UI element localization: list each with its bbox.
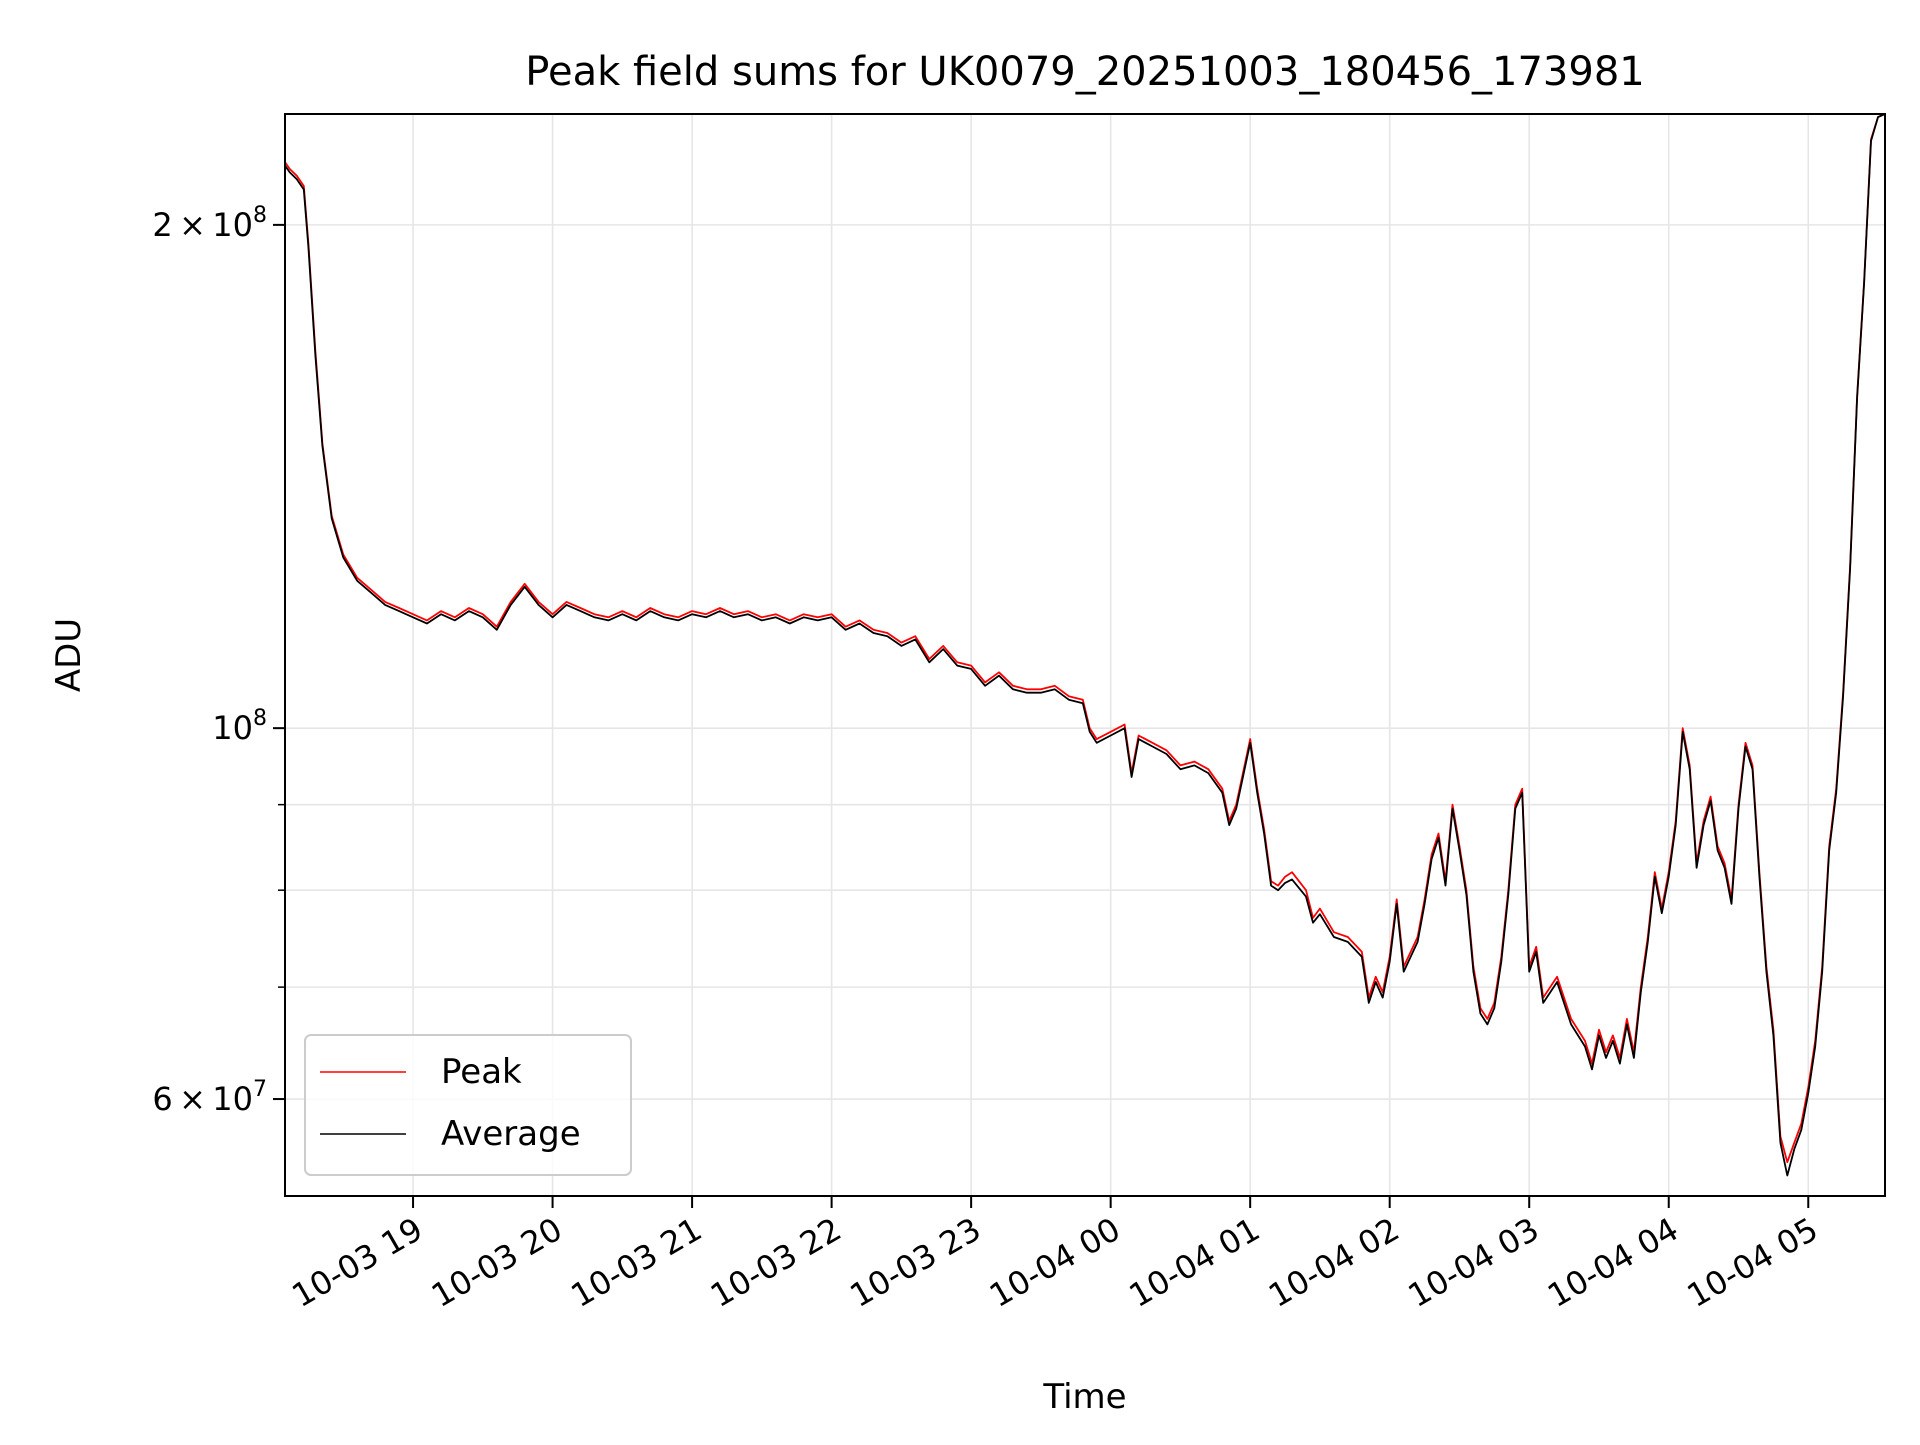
legend-label-peak: Peak: [441, 1052, 522, 1092]
grid-lines: [285, 114, 1885, 1196]
y-axis-title: ADU: [49, 618, 89, 692]
x-axis-title: Time: [1042, 1377, 1126, 1417]
legend-label-average: Average: [441, 1114, 581, 1154]
y-tick-label: 6 × 107: [152, 1077, 267, 1118]
legend: Peak Average: [304, 1034, 632, 1176]
y-axis: 2 × 108 108 6 × 107: [152, 203, 285, 1118]
y-tick-label: 108: [212, 706, 267, 747]
y-tick-label: 2 × 108: [152, 203, 267, 244]
chart-title: Peak field sums for UK0079_20251003_1804…: [525, 49, 1644, 95]
plot-area-frame: [284, 113, 1886, 1197]
series-layer: [285, 114, 1885, 1177]
legend-box: [304, 1034, 632, 1176]
series-line-average: [285, 114, 1885, 1177]
